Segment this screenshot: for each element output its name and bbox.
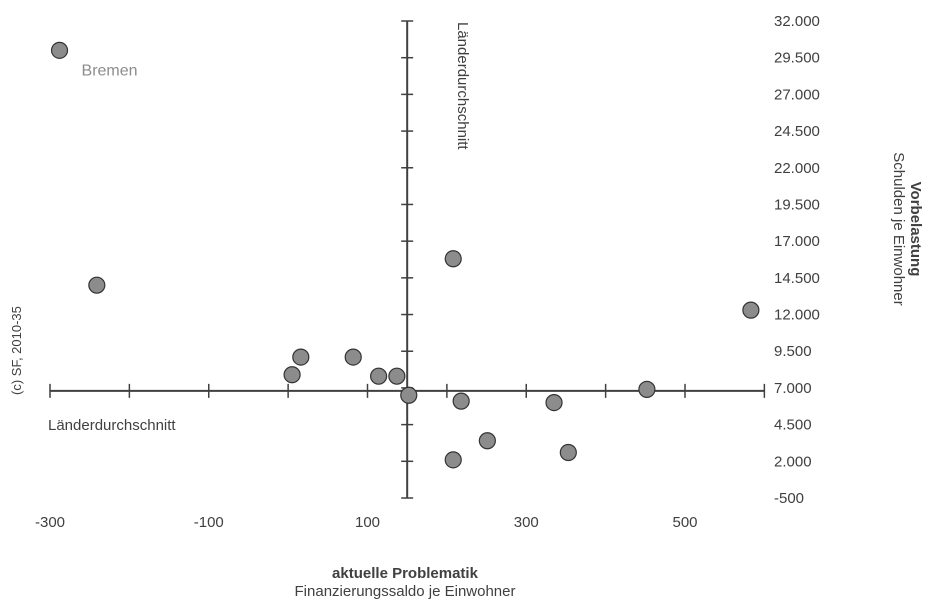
y-tick-label: 29.500 — [774, 50, 820, 67]
y-axis-title: Vorbelastung — [907, 182, 924, 277]
x-axis-subtitle: Finanzierungssaldo je Einwohner — [295, 583, 516, 600]
credit-text: (c) SF, 2010-35 — [9, 306, 24, 395]
y-tick-label: 17.000 — [774, 233, 820, 250]
data-point — [444, 250, 462, 268]
x-tick-label: 500 — [672, 514, 697, 531]
y-tick-label: 27.000 — [774, 86, 820, 103]
x-tick-label: -100 — [194, 514, 224, 531]
data-point — [400, 386, 418, 404]
data-point — [452, 392, 470, 410]
y-tick-label: 19.500 — [774, 196, 820, 213]
x-tick-label: -300 — [35, 514, 65, 531]
data-point — [88, 276, 106, 294]
x-tick-label: 300 — [514, 514, 539, 531]
y-tick-label: 14.500 — [774, 270, 820, 287]
data-point — [283, 366, 301, 384]
data-point — [344, 348, 362, 366]
y-tick-label: 7.000 — [774, 380, 812, 397]
data-point — [638, 380, 656, 398]
x-axis-title: aktuelle Problematik — [332, 565, 479, 582]
x-tick-labels: -300 -100 100 300 500 — [35, 514, 698, 531]
y-reference-label: Länderdurchschnitt — [48, 417, 176, 434]
data-point — [370, 367, 388, 385]
y-tick-label: 22.000 — [774, 160, 820, 177]
y-tick-label: 24.500 — [774, 123, 820, 140]
point-label: Bremen — [82, 62, 138, 79]
data-point — [559, 443, 577, 462]
y-tick-label: 12.000 — [774, 307, 820, 324]
data-point — [742, 301, 760, 319]
data-point — [292, 348, 310, 366]
y-tick-label: 32.000 — [774, 13, 820, 30]
x-tick-label: 100 — [355, 514, 380, 531]
data-point — [545, 394, 563, 412]
data-points: Bremen — [50, 41, 760, 469]
y-tick-label: -500 — [774, 490, 804, 507]
y-axis-subtitle: Schulden je Einwohner — [890, 152, 907, 305]
x-reference-label: Länderdurchschnitt — [454, 22, 471, 150]
data-point — [50, 41, 69, 59]
y-tick-labels: -500 2.000 4.500 7.000 9.500 12.000 14.500 17.0… — [774, 13, 820, 507]
data-point — [444, 451, 462, 469]
data-point — [388, 367, 406, 385]
y-tick-label: 2.000 — [774, 453, 812, 470]
y-tick-label: 4.500 — [774, 417, 812, 434]
data-point — [478, 432, 496, 450]
y-tick-label: 9.500 — [774, 343, 812, 360]
